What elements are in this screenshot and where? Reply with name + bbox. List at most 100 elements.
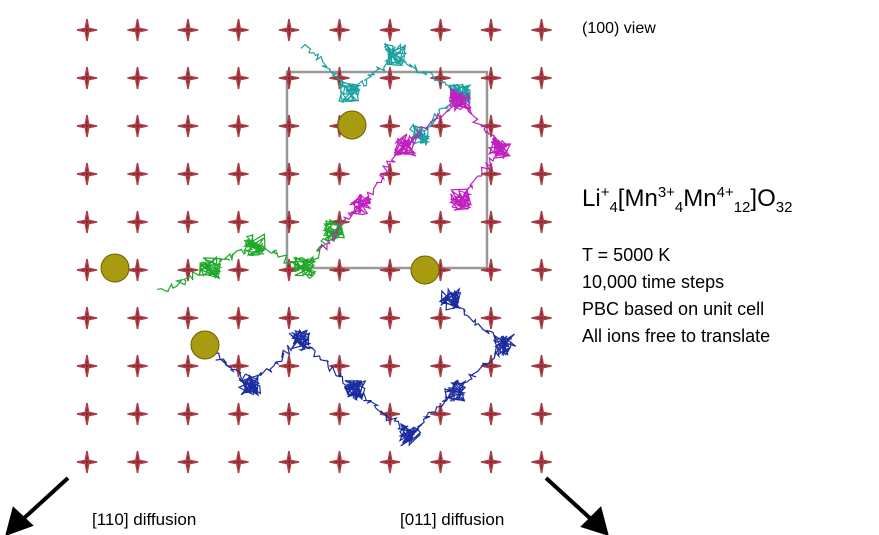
oxygen-site xyxy=(330,451,350,473)
oxygen-site xyxy=(279,307,299,329)
oxygen-site xyxy=(532,307,552,329)
oxygen-site xyxy=(532,67,552,89)
oxygen-site xyxy=(178,211,198,233)
oxygen-site xyxy=(77,19,97,41)
oxygen-site xyxy=(380,355,400,377)
figure: (100) view Li+4[Mn3+4Mn4+12]O32 T = 5000… xyxy=(0,0,879,535)
oxygen-site xyxy=(431,355,451,377)
oxygen-site xyxy=(279,211,299,233)
arrow-011 xyxy=(546,478,592,520)
oxygen-site xyxy=(178,163,198,185)
oxygen-site xyxy=(229,451,249,473)
oxygen-site xyxy=(431,163,451,185)
oxygen-site xyxy=(128,211,148,233)
oxygen-site xyxy=(481,307,501,329)
oxygen-lattice xyxy=(77,19,552,473)
trajectory xyxy=(203,289,516,446)
oxygen-site xyxy=(229,403,249,425)
oxygen-site xyxy=(229,163,249,185)
oxygen-site xyxy=(77,67,97,89)
oxygen-site xyxy=(229,67,249,89)
arrow-110 xyxy=(22,478,68,520)
oxygen-site xyxy=(77,355,97,377)
oxygen-site xyxy=(481,403,501,425)
oxygen-site xyxy=(128,451,148,473)
oxygen-site xyxy=(77,115,97,137)
oxygen-site xyxy=(178,403,198,425)
oxygen-site xyxy=(532,403,552,425)
oxygen-site xyxy=(229,19,249,41)
oxygen-site xyxy=(229,259,249,281)
oxygen-site xyxy=(77,307,97,329)
oxygen-site xyxy=(77,403,97,425)
oxygen-site xyxy=(380,19,400,41)
oxygen-site xyxy=(532,19,552,41)
oxygen-site xyxy=(128,67,148,89)
formula-part: Li xyxy=(582,185,601,212)
oxygen-site xyxy=(128,259,148,281)
oxygen-site xyxy=(178,307,198,329)
oxygen-site xyxy=(431,451,451,473)
oxygen-site xyxy=(481,355,501,377)
oxygen-site xyxy=(330,19,350,41)
oxygen-site xyxy=(431,307,451,329)
oxygen-site xyxy=(128,19,148,41)
oxygen-site xyxy=(330,403,350,425)
oxygen-site xyxy=(77,451,97,473)
oxygen-site xyxy=(481,19,501,41)
oxygen-site xyxy=(481,259,501,281)
formula-part: Mn xyxy=(683,185,716,212)
oxygen-site xyxy=(178,115,198,137)
oxygen-site xyxy=(532,259,552,281)
oxygen-site xyxy=(532,451,552,473)
oxygen-site xyxy=(128,307,148,329)
conditions: T = 5000 K 10,000 time steps PBC based o… xyxy=(582,242,770,350)
oxygen-site xyxy=(178,67,198,89)
oxygen-site xyxy=(481,451,501,473)
oxygen-site xyxy=(380,211,400,233)
condition: T = 5000 K xyxy=(582,242,770,269)
oxygen-site xyxy=(178,355,198,377)
oxygen-site xyxy=(128,355,148,377)
oxygen-site xyxy=(279,403,299,425)
oxygen-site xyxy=(279,19,299,41)
oxygen-site xyxy=(178,19,198,41)
arrow-label: [110] diffusion xyxy=(92,510,196,530)
formula: Li+4[Mn3+4Mn4+12]O32 xyxy=(582,184,792,216)
oxygen-site xyxy=(380,115,400,137)
condition: 10,000 time steps xyxy=(582,269,770,296)
oxygen-site xyxy=(431,19,451,41)
oxygen-site xyxy=(330,259,350,281)
trajectories xyxy=(157,44,516,446)
li-ion xyxy=(411,256,439,284)
li-ion xyxy=(101,254,129,282)
oxygen-site xyxy=(380,451,400,473)
formula-sub: 4 xyxy=(675,199,683,216)
oxygen-site xyxy=(229,211,249,233)
oxygen-site xyxy=(532,355,552,377)
formula-sub: 4 xyxy=(609,199,617,216)
condition: All ions free to translate xyxy=(582,323,770,350)
oxygen-site xyxy=(380,307,400,329)
oxygen-site xyxy=(481,67,501,89)
arrow-label: [011] diffusion xyxy=(400,510,504,530)
oxygen-site xyxy=(330,163,350,185)
oxygen-site xyxy=(77,163,97,185)
trajectory xyxy=(301,44,470,145)
oxygen-site xyxy=(279,115,299,137)
li-ion xyxy=(338,111,366,139)
formula-sub: 12 xyxy=(734,199,751,216)
oxygen-site xyxy=(77,211,97,233)
oxygen-site xyxy=(229,115,249,137)
oxygen-site xyxy=(279,451,299,473)
oxygen-site xyxy=(481,211,501,233)
oxygen-site xyxy=(532,115,552,137)
oxygen-site xyxy=(178,451,198,473)
oxygen-site xyxy=(77,259,97,281)
oxygen-site xyxy=(330,307,350,329)
formula-part: [Mn xyxy=(618,185,658,212)
condition: PBC based on unit cell xyxy=(582,296,770,323)
formula-part: ]O xyxy=(750,185,775,212)
formula-sup: 4+ xyxy=(717,184,734,201)
oxygen-site xyxy=(128,115,148,137)
